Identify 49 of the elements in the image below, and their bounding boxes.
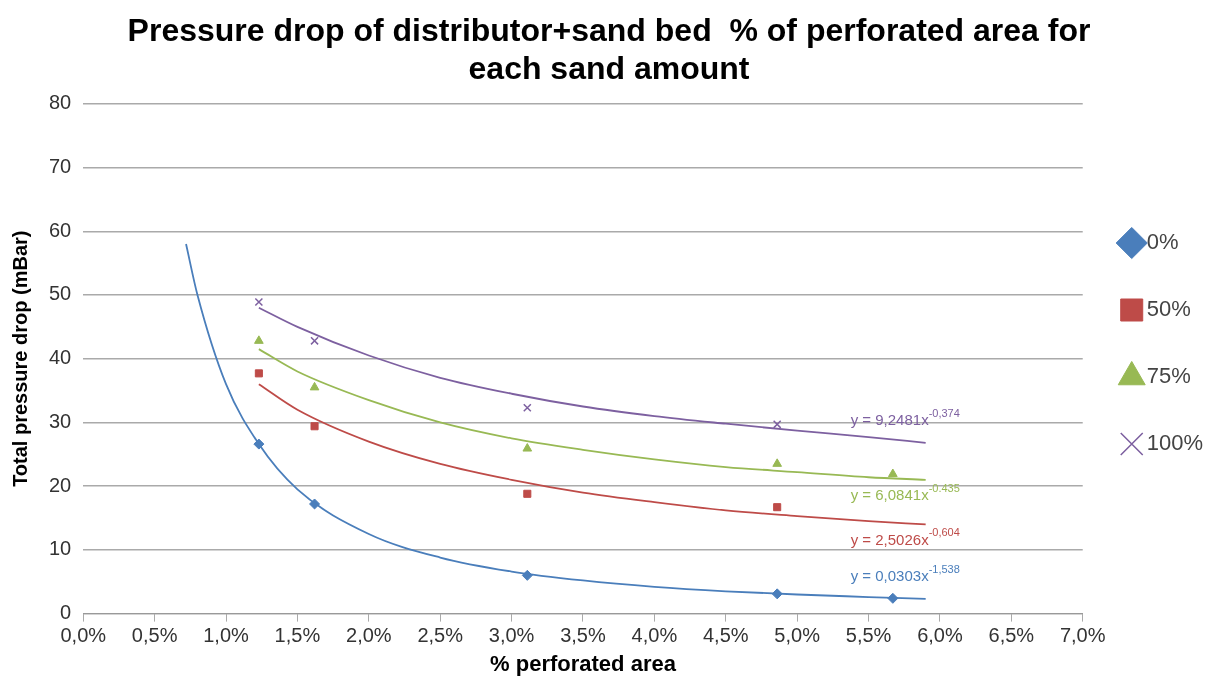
x-tick-label: 2,5% xyxy=(417,624,464,647)
point xyxy=(887,592,899,604)
x-tick-label: 1,0% xyxy=(203,624,250,647)
x-axis-title: % perforated area xyxy=(490,650,677,676)
point xyxy=(310,422,319,431)
legend-label: 50% xyxy=(1146,296,1191,322)
point xyxy=(254,369,263,378)
y-tick-label: 40 xyxy=(49,346,72,369)
x-tick-label: 7,0% xyxy=(1059,624,1106,647)
point xyxy=(773,503,782,512)
point xyxy=(772,420,782,429)
y-tick-label: 50 xyxy=(49,282,72,305)
y-tick-label: 0 xyxy=(60,601,72,624)
legend-label: 100% xyxy=(1146,430,1204,456)
chart-title: Pressure drop of distributor+sand bed % of perforated area for each sand amount xyxy=(127,12,1091,87)
point xyxy=(523,403,532,413)
y-tick-label: 70 xyxy=(49,155,72,178)
y-axis-title: Total pressure drop (mBar) xyxy=(8,230,31,487)
y-tick-label: 20 xyxy=(49,473,72,496)
x-tick-label: 1,5% xyxy=(274,624,321,647)
legend-label: 0% xyxy=(1146,229,1179,255)
x-tick-label: 0,0% xyxy=(60,624,107,647)
point xyxy=(309,498,321,510)
point xyxy=(771,588,783,600)
x-tick-label: 3,5% xyxy=(560,624,606,647)
x-tick-label: 5,5% xyxy=(845,624,892,647)
point xyxy=(309,381,320,391)
point xyxy=(522,443,533,452)
point xyxy=(888,468,898,478)
x-tick-label: 0,5% xyxy=(131,624,178,647)
point xyxy=(521,569,533,581)
x-tick-label: 6,0% xyxy=(917,624,963,647)
x-tick-label: 4,0% xyxy=(631,624,678,647)
x-tick-label: 2,0% xyxy=(346,624,392,647)
point xyxy=(254,335,264,344)
point xyxy=(253,438,265,450)
y-tick-label: 10 xyxy=(49,537,72,560)
point xyxy=(523,489,532,498)
point xyxy=(772,458,783,467)
y-tick-label: 30 xyxy=(49,409,72,432)
x-tick-label: 6,5% xyxy=(988,624,1035,647)
x-tick-label: 3,0% xyxy=(488,624,535,647)
y-tick-label: 80 xyxy=(49,91,72,114)
x-tick-label: 5,0% xyxy=(774,624,821,647)
legend-label: 75% xyxy=(1146,363,1191,389)
point xyxy=(254,297,264,307)
x-tick-label: 4,5% xyxy=(702,624,749,647)
y-tick-label: 60 xyxy=(49,218,72,241)
point xyxy=(310,336,319,346)
